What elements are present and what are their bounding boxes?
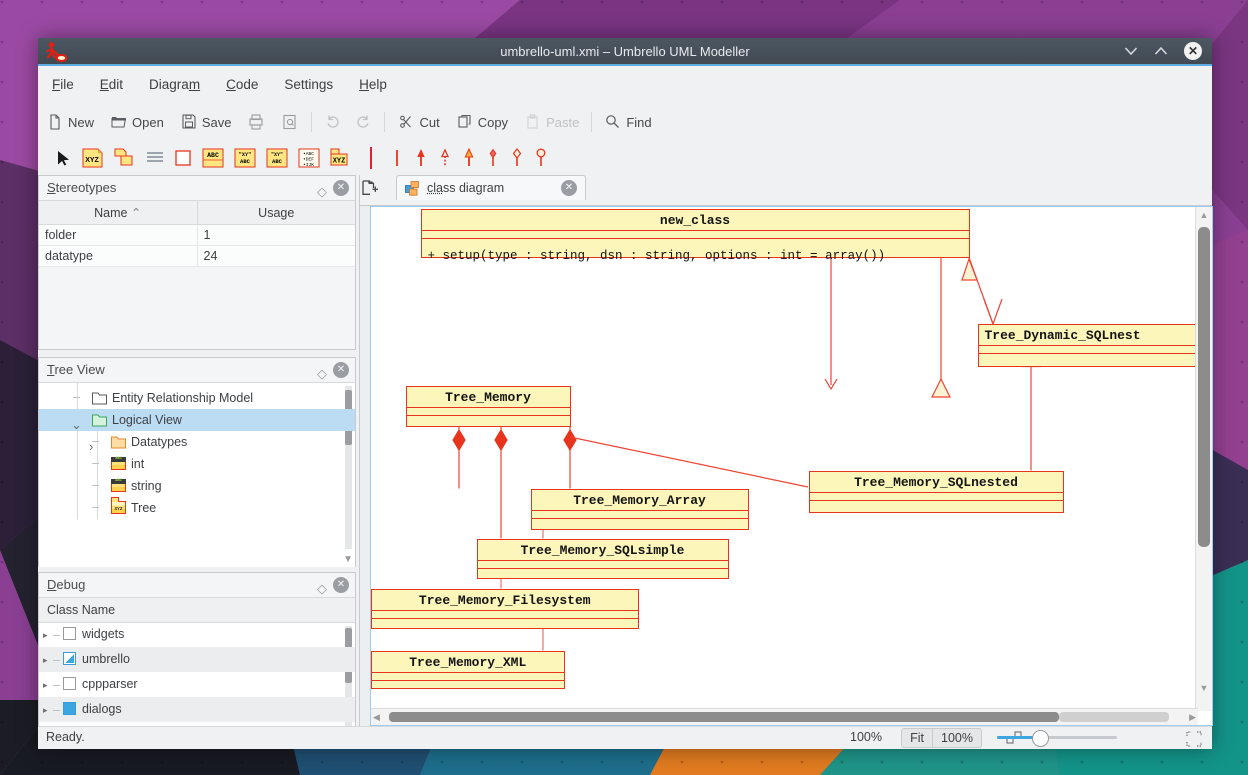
svg-text:ABC: ABC	[207, 152, 219, 159]
svg-text:•DEF: •DEF	[303, 157, 314, 163]
svg-text:•IJK: •IJK	[303, 162, 314, 168]
svg-text:XYZ: XYZ	[333, 158, 346, 166]
svg-text:ABC: ABC	[240, 158, 251, 165]
svg-text:•ABC: •ABC	[303, 151, 314, 157]
svg-text:XYZ: XYZ	[85, 157, 99, 164]
svg-text:ABC: ABC	[272, 158, 283, 165]
